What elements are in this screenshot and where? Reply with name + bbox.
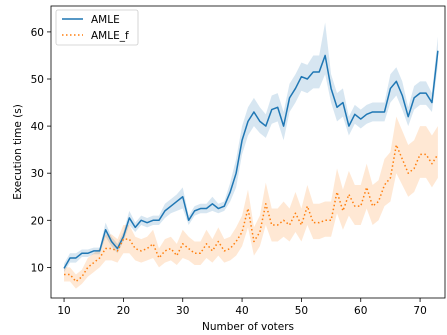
legend-label-amle: AMLE — [91, 14, 120, 26]
x-tick-label: 60 — [354, 305, 367, 317]
y-axis-label: Execution time (s) — [12, 104, 24, 200]
y-tick-label: 60 — [31, 27, 44, 39]
plot-area-frame — [50, 5, 446, 299]
legend-label-amle-f: AMLE_f — [91, 30, 129, 42]
y-tick-label: 40 — [31, 121, 44, 133]
x-tick-label: 40 — [235, 305, 248, 317]
series-line-amle-f — [64, 144, 439, 283]
x-tick-label: 10 — [57, 305, 70, 317]
y-tick-label: 10 — [31, 262, 44, 274]
x-tick-label: 30 — [176, 305, 189, 317]
x-tick-label: 20 — [117, 305, 130, 317]
x-axis-label: Number of voters — [202, 321, 294, 333]
series-line-amle — [63, 50, 439, 269]
y-tick-label: 30 — [31, 168, 44, 180]
legend: AMLE AMLE_f — [55, 9, 139, 46]
series-band-amle-f — [64, 116, 438, 289]
x-tick-label: 70 — [413, 305, 426, 317]
x-tick-label: 50 — [295, 305, 308, 317]
y-tick-label: 50 — [31, 74, 44, 86]
y-tick-label: 20 — [31, 215, 44, 227]
